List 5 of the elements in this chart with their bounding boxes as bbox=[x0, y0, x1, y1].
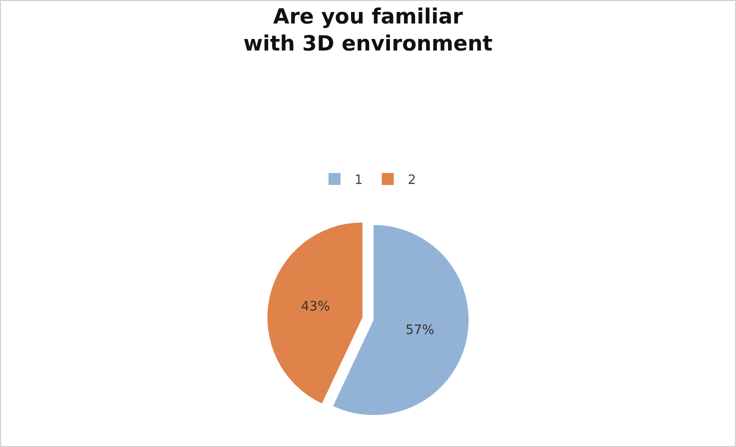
legend-label: 1 bbox=[354, 173, 363, 188]
data-label: 57% bbox=[405, 322, 434, 338]
legend-label: 2 bbox=[408, 173, 416, 188]
chart-title: Are you familiar with 3D environment bbox=[243, 4, 493, 56]
data-label: 43% bbox=[301, 300, 330, 315]
